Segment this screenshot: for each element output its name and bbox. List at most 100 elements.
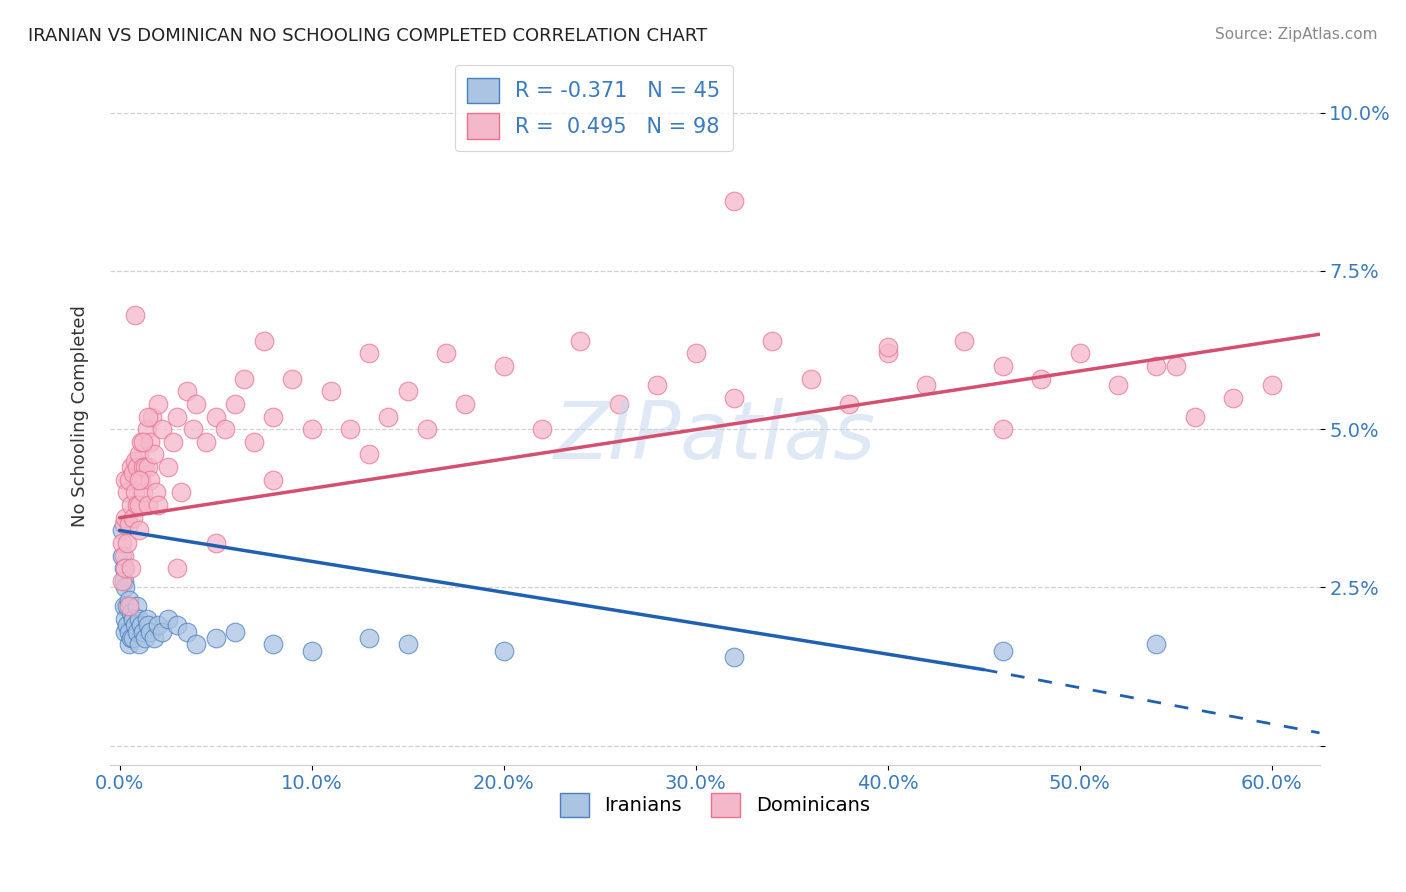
Point	[800, 371, 823, 385]
Point	[118, 593, 141, 607]
Point	[243, 434, 266, 449]
Point	[146, 397, 169, 411]
Point	[1031, 371, 1053, 385]
Text: IRANIAN VS DOMINICAN NO SCHOOLING COMPLETED CORRELATION CHART: IRANIAN VS DOMINICAN NO SCHOOLING COMPLE…	[28, 27, 707, 45]
Point	[150, 422, 173, 436]
Point	[645, 377, 668, 392]
Point	[181, 422, 204, 436]
Point	[146, 618, 169, 632]
Point	[1164, 359, 1187, 373]
Point	[991, 422, 1014, 436]
Point	[170, 485, 193, 500]
Point	[1144, 359, 1167, 373]
Point	[454, 397, 477, 411]
Point	[118, 637, 141, 651]
Point	[138, 498, 160, 512]
Point	[129, 618, 152, 632]
Point	[117, 599, 139, 614]
Point	[124, 308, 146, 322]
Point	[723, 194, 745, 209]
Text: Source: ZipAtlas.com: Source: ZipAtlas.com	[1215, 27, 1378, 42]
Y-axis label: No Schooling Completed: No Schooling Completed	[72, 306, 89, 527]
Point	[195, 434, 218, 449]
Point	[141, 409, 163, 424]
Point	[129, 434, 152, 449]
Point	[146, 498, 169, 512]
Point	[135, 612, 157, 626]
Point	[339, 422, 361, 436]
Point	[110, 536, 132, 550]
Point	[138, 618, 160, 632]
Point	[114, 510, 136, 524]
Point	[1222, 391, 1244, 405]
Point	[132, 434, 155, 449]
Point	[156, 460, 179, 475]
Point	[145, 485, 167, 500]
Point	[396, 637, 419, 651]
Point	[262, 637, 284, 651]
Point	[186, 637, 208, 651]
Point	[143, 631, 166, 645]
Point	[876, 340, 898, 354]
Point	[134, 460, 156, 475]
Point	[607, 397, 630, 411]
Point	[1107, 377, 1129, 392]
Point	[1260, 377, 1282, 392]
Point	[124, 618, 146, 632]
Point	[253, 334, 276, 348]
Point	[991, 359, 1014, 373]
Point	[166, 409, 188, 424]
Point	[124, 485, 146, 500]
Point	[492, 359, 515, 373]
Point	[915, 377, 938, 392]
Point	[125, 599, 148, 614]
Legend: Iranians, Dominicans: Iranians, Dominicans	[553, 785, 877, 824]
Point	[120, 460, 142, 475]
Text: ZIPatlas: ZIPatlas	[554, 399, 876, 476]
Point	[224, 397, 246, 411]
Point	[114, 612, 136, 626]
Point	[262, 473, 284, 487]
Point	[233, 371, 256, 385]
Point	[128, 637, 150, 651]
Point	[991, 643, 1014, 657]
Point	[723, 649, 745, 664]
Point	[125, 460, 148, 475]
Point	[434, 346, 457, 360]
Point	[125, 624, 148, 639]
Point	[114, 473, 136, 487]
Point	[685, 346, 707, 360]
Point	[281, 371, 304, 385]
Point	[122, 510, 145, 524]
Point	[1069, 346, 1091, 360]
Point	[953, 334, 976, 348]
Point	[204, 409, 226, 424]
Point	[114, 580, 136, 594]
Point	[416, 422, 439, 436]
Point	[132, 460, 155, 475]
Point	[120, 606, 142, 620]
Point	[1184, 409, 1206, 424]
Point	[176, 384, 198, 399]
Point	[359, 631, 381, 645]
Point	[117, 618, 139, 632]
Point	[1144, 637, 1167, 651]
Point	[128, 473, 150, 487]
Point	[134, 631, 156, 645]
Point	[122, 631, 145, 645]
Point	[112, 549, 135, 563]
Point	[224, 624, 246, 639]
Point	[118, 517, 141, 532]
Point	[117, 485, 139, 500]
Point	[112, 561, 135, 575]
Point	[214, 422, 236, 436]
Point	[118, 624, 141, 639]
Point	[120, 498, 142, 512]
Point	[204, 631, 226, 645]
Point	[359, 448, 381, 462]
Point	[110, 574, 132, 588]
Point	[569, 334, 592, 348]
Point	[186, 397, 208, 411]
Point	[876, 346, 898, 360]
Point	[531, 422, 554, 436]
